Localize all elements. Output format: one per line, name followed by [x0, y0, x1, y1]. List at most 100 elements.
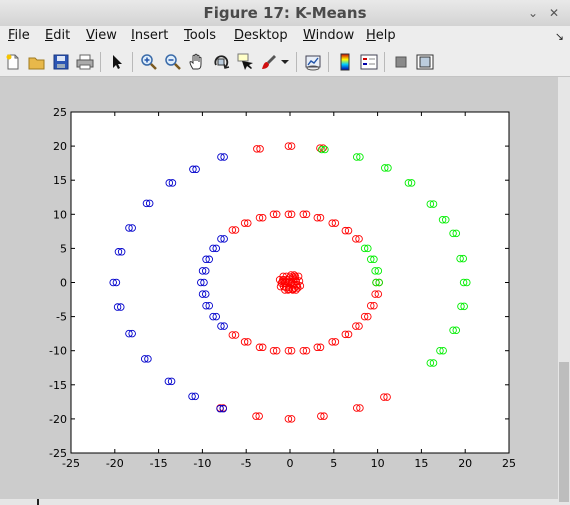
- menu-help[interactable]: Help: [366, 28, 396, 43]
- x-tick-label: 25: [502, 457, 516, 470]
- link-plot-icon[interactable]: [302, 51, 324, 73]
- data-point: [240, 338, 249, 346]
- brush-icon[interactable]: [258, 51, 280, 73]
- data-point: [117, 248, 126, 256]
- data-point: [463, 278, 471, 287]
- scrollbar-thumb[interactable]: [559, 362, 569, 502]
- data-point: [436, 346, 444, 355]
- data-point: [281, 278, 290, 286]
- x-tick-label: -20: [106, 457, 124, 470]
- data-point: [220, 235, 228, 243]
- data-point: [278, 278, 287, 286]
- save-icon[interactable]: [50, 51, 72, 73]
- y-tick-label: -25: [49, 447, 67, 460]
- brush-menu-chevron-icon[interactable]: [279, 51, 291, 73]
- data-point: [459, 254, 468, 263]
- data-point: [449, 326, 457, 334]
- data-point: [366, 301, 375, 310]
- print-icon[interactable]: [74, 51, 96, 73]
- y-tick-label: -10: [49, 345, 67, 358]
- edit-plot-arrow-icon[interactable]: [106, 51, 128, 73]
- toolbar-separator: [384, 52, 385, 72]
- data-point: [331, 219, 340, 227]
- menu-tools[interactable]: Tools: [184, 28, 217, 43]
- pan-hand-icon[interactable]: [186, 51, 208, 73]
- data-point: [202, 255, 210, 264]
- data-point: [255, 412, 263, 420]
- zoom-in-icon[interactable]: [138, 51, 160, 73]
- data-point: [219, 404, 228, 413]
- dock-arrow-icon[interactable]: ↘: [554, 30, 564, 43]
- data-point: [344, 330, 353, 339]
- data-point: [142, 199, 151, 208]
- close-icon[interactable]: ✕: [548, 6, 560, 20]
- vertical-scrollbar[interactable]: [558, 77, 570, 505]
- collapse-icon[interactable]: ⌄: [527, 6, 539, 20]
- data-point: [374, 267, 383, 275]
- open-file-icon[interactable]: [26, 51, 48, 73]
- toolbar: [0, 48, 570, 77]
- x-tick-label: 15: [414, 457, 428, 470]
- data-point: [292, 286, 300, 294]
- horizontal-scrollbar[interactable]: [0, 499, 558, 505]
- data-point: [356, 153, 364, 161]
- data-point: [296, 282, 305, 290]
- data-point: [295, 277, 304, 285]
- data-point: [202, 301, 210, 310]
- menu-file[interactable]: File: [8, 28, 30, 43]
- data-point: [284, 210, 293, 219]
- data-point: [426, 200, 435, 208]
- rotate-3d-icon[interactable]: [210, 51, 232, 73]
- data-point: [429, 359, 438, 367]
- data-cursor-icon[interactable]: [234, 51, 256, 73]
- toolbar-separator: [100, 52, 101, 72]
- insert-legend-icon[interactable]: [358, 51, 380, 73]
- data-point: [438, 216, 447, 224]
- title-bar: Figure 17: K-Means ⌄ ✕: [0, 0, 570, 27]
- data-point: [209, 244, 217, 253]
- data-point: [320, 412, 328, 420]
- data-point: [316, 213, 325, 222]
- x-tick-label: -10: [193, 457, 211, 470]
- data-point: [294, 272, 303, 281]
- data-point: [198, 290, 207, 298]
- data-point: [442, 216, 450, 224]
- data-point: [269, 210, 278, 219]
- data-point: [380, 393, 388, 401]
- data-point: [256, 145, 264, 153]
- data-point: [202, 267, 210, 275]
- data-point: [407, 179, 416, 187]
- data-point: [344, 226, 353, 235]
- data-point: [341, 330, 350, 339]
- x-tick-label: 10: [371, 457, 385, 470]
- axis-ticks: -25 -20 -15 -10 -5 0 5 10 15 20 25 -25 -20 -15 -10 -5 0 5…: [49, 106, 516, 470]
- menu-desktop[interactable]: Desktop: [234, 28, 288, 43]
- data-point: [375, 278, 383, 287]
- data-point: [355, 235, 363, 243]
- data-point: [253, 145, 261, 153]
- zoom-out-icon[interactable]: [162, 51, 184, 73]
- data-point: [384, 164, 392, 172]
- data-point: [302, 346, 311, 355]
- menu-edit[interactable]: Edit: [45, 28, 71, 43]
- data-point: [290, 271, 298, 279]
- data-point: [197, 278, 205, 287]
- menu-window[interactable]: Window: [303, 28, 355, 43]
- y-tick-label: -5: [56, 311, 67, 324]
- data-point: [168, 179, 177, 187]
- menu-view[interactable]: View: [86, 28, 117, 43]
- data-point: [192, 165, 200, 174]
- data-point: [352, 322, 360, 330]
- data-point: [321, 145, 329, 154]
- data-point: [228, 331, 237, 339]
- data-point: [164, 377, 173, 386]
- data-point: [316, 144, 324, 152]
- menu-insert[interactable]: Insert: [131, 28, 169, 43]
- show-plot-tools-icon[interactable]: [414, 51, 436, 73]
- hide-plot-tools-icon[interactable]: [390, 51, 412, 73]
- x-tick-label: -5: [241, 457, 252, 470]
- insert-colorbar-icon[interactable]: [334, 51, 356, 73]
- data-point: [404, 179, 413, 187]
- data-point: [205, 255, 214, 264]
- new-figure-icon[interactable]: [2, 51, 24, 73]
